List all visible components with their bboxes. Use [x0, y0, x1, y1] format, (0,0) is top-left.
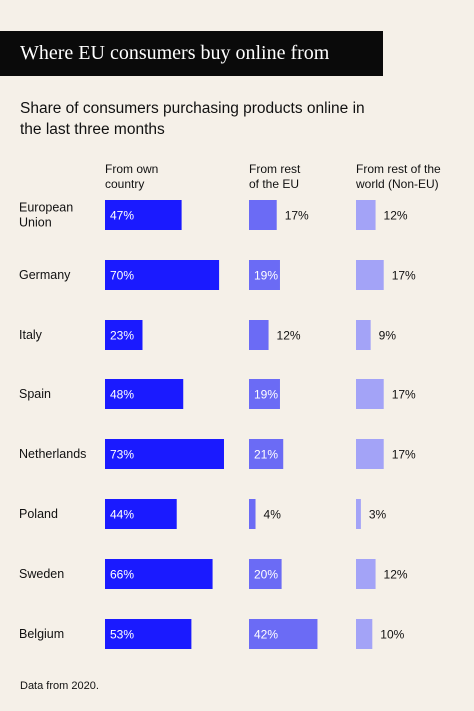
data-label: 12% [384, 568, 408, 582]
bar-series-2 [249, 439, 284, 469]
bar-series-2 [249, 499, 256, 529]
bar-series-1 [105, 499, 177, 529]
data-label: 21% [254, 448, 278, 462]
bar-series-3 [356, 379, 384, 409]
category-label: European Union [19, 201, 73, 230]
bar-series-3 [356, 559, 376, 589]
data-label: 4% [264, 508, 282, 522]
category-label: Sweden [19, 567, 64, 581]
bar-series-1 [105, 379, 184, 409]
bar-series-3 [356, 320, 371, 350]
bar-series-1 [105, 559, 213, 589]
chart-title: Where EU consumers buy online from [0, 31, 383, 76]
bar-series-2 [249, 320, 269, 350]
category-label: Belgium [19, 627, 64, 641]
bar-series-3 [356, 200, 376, 230]
bar-series-2 [249, 619, 318, 649]
data-label: 44% [110, 508, 134, 522]
category-label: Spain [19, 387, 51, 401]
bar-series-1 [105, 200, 182, 230]
data-label: 17% [285, 209, 309, 223]
data-label: 48% [110, 388, 134, 402]
bar-series-3 [356, 619, 373, 649]
bar-series-1 [105, 320, 143, 350]
chart-subtitle: Share of consumers purchasing products o… [20, 100, 365, 138]
data-label: 17% [392, 388, 416, 402]
bar-series-2 [249, 260, 280, 290]
bar-series-3 [356, 499, 361, 529]
data-label: 42% [254, 628, 278, 642]
category-label: Italy [19, 328, 43, 342]
category-label: Netherlands [19, 447, 86, 461]
data-label: 47% [110, 209, 134, 223]
data-label: 12% [277, 329, 301, 343]
data-label: 19% [254, 388, 278, 402]
bar-series-2 [249, 379, 280, 409]
data-label: 17% [392, 269, 416, 283]
bar-series-1 [105, 439, 224, 469]
bar-series-1 [105, 619, 192, 649]
data-label: 9% [379, 329, 397, 343]
data-label: 19% [254, 269, 278, 283]
data-label: 17% [392, 448, 416, 462]
data-label: 20% [254, 568, 278, 582]
bar-series-2 [249, 200, 277, 230]
bar-series-3 [356, 439, 384, 469]
category-label: Germany [19, 268, 71, 282]
bar-series-3 [356, 260, 384, 290]
data-source-note: Data from 2020. [20, 680, 99, 692]
category-label: Poland [19, 507, 58, 521]
data-label: 70% [110, 269, 134, 283]
bar-series-1 [105, 260, 220, 290]
bar-series-2 [249, 559, 282, 589]
data-label: 10% [380, 628, 404, 642]
column-header-3: From rest of the world (Non-EU) [355, 162, 441, 191]
column-header-1: From own country [105, 162, 158, 191]
column-header-2: From rest of the EU [249, 162, 301, 191]
data-label: 73% [110, 448, 134, 462]
data-label: 3% [369, 508, 387, 522]
data-label: 12% [384, 209, 408, 223]
data-label: 53% [110, 628, 134, 642]
data-label: 23% [110, 329, 134, 343]
data-label: 66% [110, 568, 134, 582]
